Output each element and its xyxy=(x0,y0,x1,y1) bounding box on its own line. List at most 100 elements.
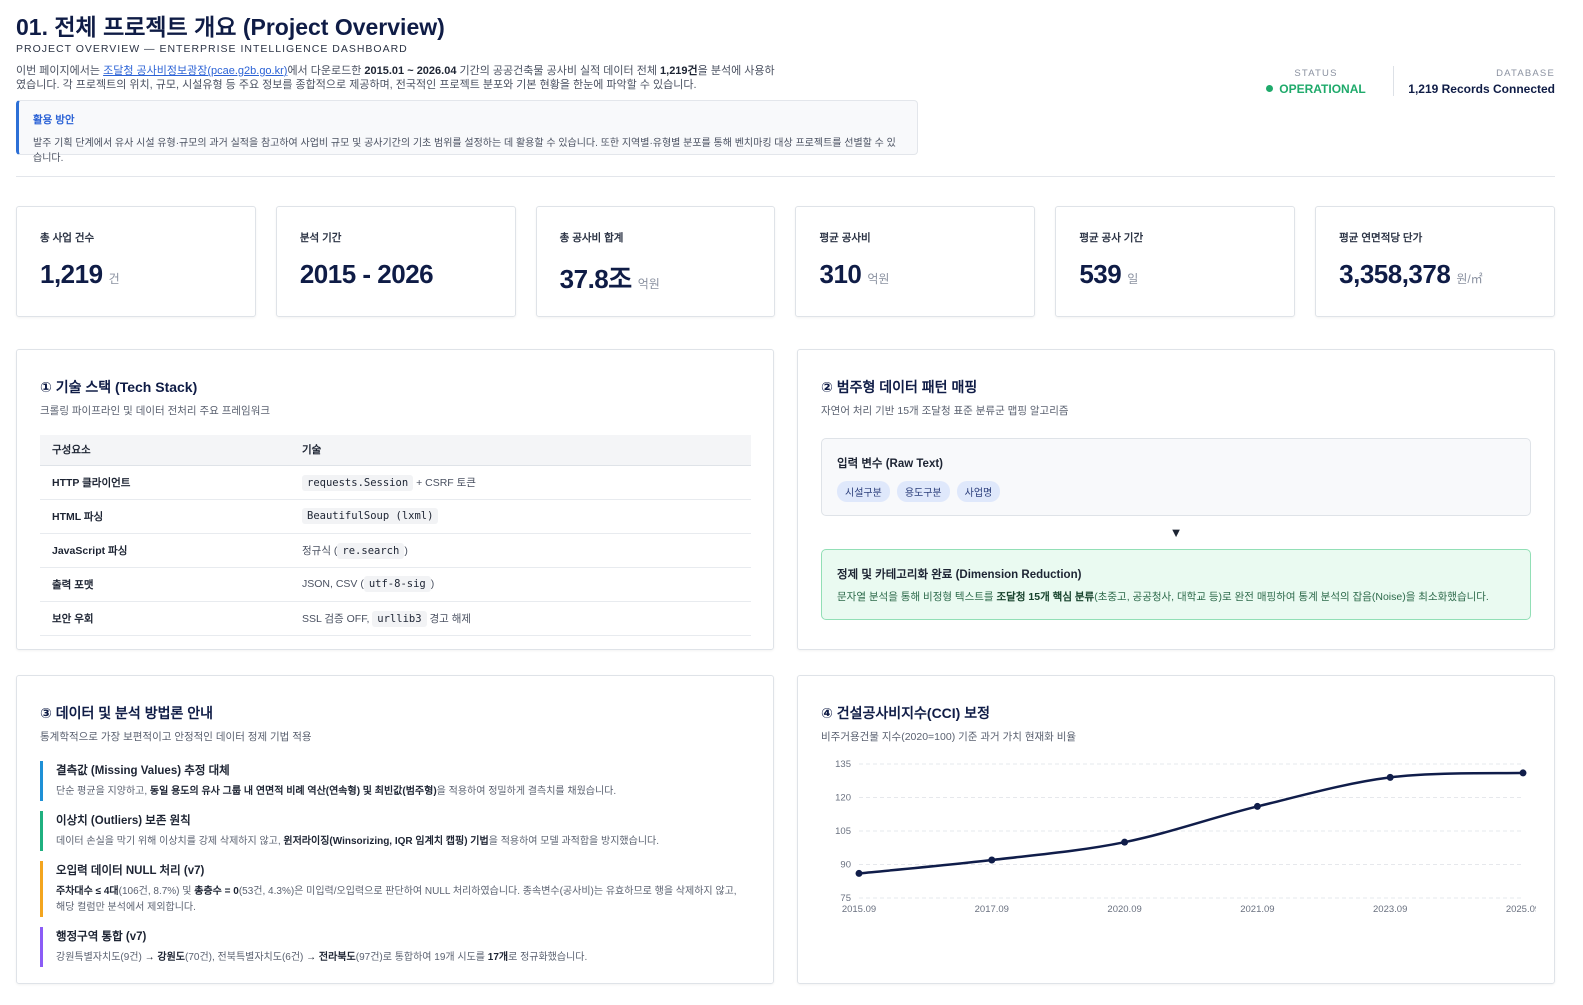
status: STATUS OPERATIONAL xyxy=(1262,68,1370,96)
chart: 75 90 105 120 135 2015.09 2017.09 2020.09 2021.0… xyxy=(835,759,1536,915)
callout-text: 발주 기획 단계에서 유사 시설 유형·규모의 과거 실적을 참고하여 사업비 … xyxy=(33,138,896,164)
bold-text: 1,219건 xyxy=(660,65,698,77)
x-tick-label: 2017.09 xyxy=(975,904,1009,915)
tech-cell: JSON, CSV (utf-8-sig) xyxy=(290,567,751,602)
item-title: 오입력 데이터 NULL 처리 (v7) xyxy=(56,865,205,877)
methodology-panel: ③ 데이터 및 분석 방법론 안내 통계학적으로 가장 보편적이고 안정적인 데… xyxy=(16,675,774,984)
x-tick-label: 2015.09 xyxy=(842,904,876,915)
text: (97건)로 통합하여 19개 시도를 xyxy=(355,952,488,963)
tech-cell: SSL 검증 OFF, urllib3 경고 해제 xyxy=(290,601,751,636)
kpi-card: 평균 공사 기간 539 일 xyxy=(1055,206,1296,317)
kpi-row: 총 사업 건수 1,219 건 분석 기간 2015 - 2026 총 공사비 합계 37.… xyxy=(16,206,1555,317)
page-subtitle: PROJECT OVERVIEW — ENTERPRISE INTELLIGEN… xyxy=(16,43,408,55)
component-cell: 보안 우회 xyxy=(40,601,290,636)
panel-subtitle: 자연어 처리 기반 15개 조달청 표준 분류군 맵핑 알고리즘 xyxy=(821,405,1069,417)
tag-list: 시설구분 용도구분 사업명 xyxy=(837,471,1515,502)
text: JSON, CSV ( xyxy=(302,578,364,590)
status-value-wrap: OPERATIONAL xyxy=(1262,82,1370,96)
kpi-unit: 억원 xyxy=(637,277,660,291)
text: (70건), 전북특별자치도(6건) xyxy=(185,952,307,963)
kpi-value: 3,358,378 xyxy=(1339,259,1451,289)
kpi-card: 분석 기간 2015 - 2026 xyxy=(275,206,516,317)
point xyxy=(1253,802,1261,810)
table-row: 보안 우회 SSL 검증 OFF, urllib3 경고 해제 xyxy=(40,601,751,636)
item-title: 결측값 (Missing Values) 추정 대체 xyxy=(56,765,230,777)
divider xyxy=(1393,66,1394,96)
table-row: HTML 파싱 BeautifulSoup (lxml) xyxy=(40,499,751,534)
kpi-unit: 건 xyxy=(108,272,120,286)
text: 로 정규화했습니다. xyxy=(508,952,588,963)
kpi-value: 2015 - 2026 xyxy=(299,259,434,289)
text: 문자열 분석을 통해 비정형 텍스트를 xyxy=(837,591,997,603)
y-tick-label: 105 xyxy=(835,826,851,837)
bold-text: 동일 용도의 유사 그룹 내 연면적 비례 역산(연속형) 및 최빈값(범주형) xyxy=(149,786,437,797)
point xyxy=(1386,773,1394,781)
method-item: 오입력 데이터 NULL 처리 (v7) 주차대수 ≤ 4대(106건, 8.7%… xyxy=(40,861,750,917)
code: requests.Session xyxy=(302,474,414,491)
panel-subtitle: 크롤링 파이프라인 및 데이터 전처리 주요 프레임워크 xyxy=(40,405,271,417)
table-row: JavaScript 파싱 정규식 (re.search) xyxy=(40,533,751,568)
input-box: 입력 변수 (Raw Text) 시설구분 용도구분 사업명 xyxy=(821,438,1531,516)
tech-cell: 정규식 (re.search) xyxy=(290,533,751,568)
text: 을 분석에 사용하였습니다. 각 프로젝트의 위치, 규모, 시설유형 등 주요… xyxy=(16,65,775,91)
kpi-value: 539 xyxy=(1079,259,1122,289)
item-text: 강원특별자치도(9건) → 강원도(70건), 전북특별자치도(6건) → 전라… xyxy=(56,950,746,966)
link[interactable]: 조달청 공사비정보광장(pcae.g2b.go.kr) xyxy=(103,65,288,77)
panel-title: ① 기술 스택 (Tech Stack) xyxy=(40,379,198,395)
bold-text: 17개 xyxy=(487,952,509,963)
kpi-unit: 원/㎡ xyxy=(1456,272,1483,286)
y-tick-label: 75 xyxy=(840,893,851,904)
kpi-label: 평균 공사비 xyxy=(819,232,871,244)
text: 이번 페이지에서는 xyxy=(16,65,104,77)
panel-subtitle: 통계학적으로 가장 보편적이고 안정적인 데이터 정제 기법 적용 xyxy=(40,731,312,743)
output-title: 정제 및 카테고리화 완료 (Dimension Reduction) xyxy=(837,569,1082,581)
item-text: 단순 평균을 지양하고, 동일 용도의 유사 그룹 내 연면적 비례 역산(연속… xyxy=(56,784,746,800)
x-tick-label: 2020.09 xyxy=(1107,904,1141,915)
kpi-value: 310 xyxy=(819,259,862,289)
header-row: 구성요소 기술 xyxy=(40,435,751,466)
tag: 시설구분 xyxy=(837,481,890,502)
cci-panel: ④ 건설공사비지수(CCI) 보정 비주거용건물 지수(2020=100) 기준… xyxy=(797,675,1555,984)
text: 강원특별자치도(9건) xyxy=(56,952,145,963)
component-cell: HTML 파싱 xyxy=(40,499,290,534)
bold-text: → 전라북도 xyxy=(306,952,356,963)
output-text: 문자열 분석을 통해 비정형 텍스트를 조달청 15개 핵심 분류(초중고, 공… xyxy=(837,589,1515,604)
status-dot xyxy=(1266,85,1274,92)
item-title: 행정구역 통합 (v7) xyxy=(56,931,147,943)
output-box: 정제 및 카테고리화 완료 (Dimension Reduction) 문자열 … xyxy=(821,549,1531,620)
code: utf-8-sig xyxy=(363,576,431,592)
y-tick-label: 90 xyxy=(840,860,851,871)
database-label: DATABASE xyxy=(1496,68,1555,79)
method-item: 행정구역 통합 (v7) 강원특별자치도(9건) → 강원도(70건), 전북특별… xyxy=(40,927,750,967)
line xyxy=(858,771,1524,875)
item-title: 이상치 (Outliers) 보존 원칙 xyxy=(56,815,191,827)
point xyxy=(988,856,996,864)
kpi-unit: 일 xyxy=(1127,272,1139,286)
tag: 사업명 xyxy=(956,481,1001,502)
database: DATABASE 1,219 Records Connected xyxy=(1395,68,1555,96)
text: 정규식 ( xyxy=(302,544,338,557)
text: SSL 검증 OFF, xyxy=(302,612,373,625)
chart-subtitle: 비주거용건물 지수(2020=100) 기준 과거 가치 현재화 비율 xyxy=(821,731,1077,743)
tech-cell: BeautifulSoup (lxml) xyxy=(290,499,751,534)
column-header: 기술 xyxy=(290,435,751,466)
kpi-label: 분석 기간 xyxy=(299,232,342,244)
text: ) xyxy=(430,578,435,590)
bold-text: 2015.01 ~ 2026.04 xyxy=(364,65,457,77)
text: 을 적용하여 정밀하게 결측치를 채웠습니다. xyxy=(436,786,617,797)
database-value: 1,219 Records Connected xyxy=(1408,82,1555,96)
kpi-label: 총 공사비 합계 xyxy=(559,232,624,244)
bold-text: → 강원도 xyxy=(144,952,185,963)
text: 을 적용하여 모델 과적합을 방지했습니다. xyxy=(488,836,660,847)
text: 데이터 손실을 막기 위해 이상치를 강제 삭제하지 않고, xyxy=(56,836,284,847)
table-row: HTTP 클라이언트 requests.Session + CSRF 토큰 xyxy=(40,465,751,500)
callout: 활용 방안 발주 기획 단계에서 유사 시설 유형·규모의 과거 실적을 참고하… xyxy=(16,100,918,164)
tech-stack-panel: ① 기술 스택 (Tech Stack) 크롤링 파이프라인 및 데이터 전처리… xyxy=(16,349,774,650)
intro: 이번 페이지에서는 조달청 공사비정보광장(pcae.g2b.go.kr)에서 … xyxy=(16,64,781,92)
arrow-icon: ▼ xyxy=(1169,525,1183,540)
component-cell: JavaScript 파싱 xyxy=(40,533,290,568)
kpi-card: 평균 연면적당 단가 3,358,378 원/㎡ xyxy=(1315,206,1555,317)
kpi-card: 총 공사비 합계 37.8조 억원 xyxy=(535,206,776,317)
